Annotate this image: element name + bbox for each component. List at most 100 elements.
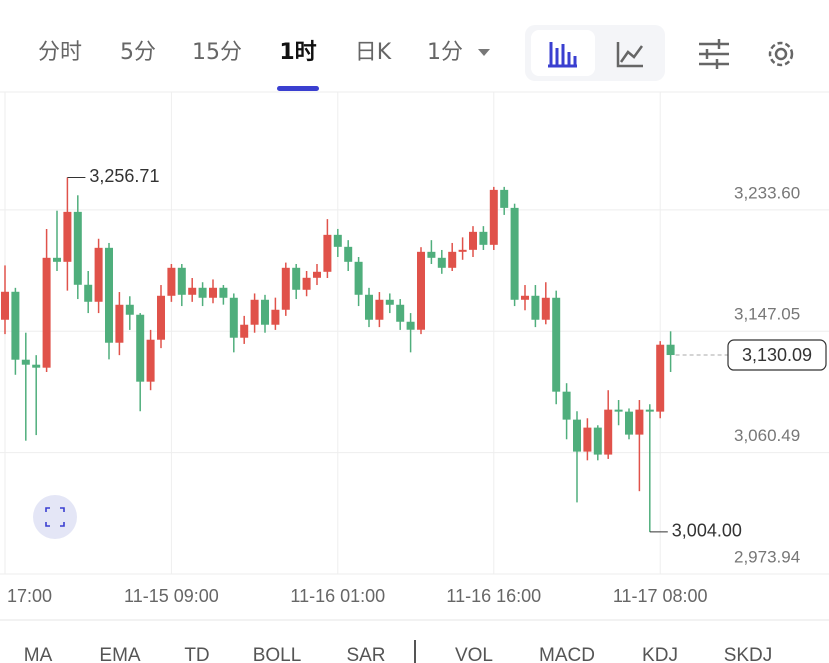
candle-body (417, 251, 425, 330)
candle-body (323, 234, 332, 272)
low-label: 3,004.00 (672, 521, 742, 541)
candle-body (157, 295, 165, 340)
indicator-tab[interactable]: TD (184, 645, 209, 663)
x-tick-label: 11-15 09:00 (124, 586, 219, 606)
candle-body (188, 287, 197, 295)
candle-body (53, 257, 61, 262)
candle-body (115, 304, 124, 343)
indicator-tab[interactable]: EMA (99, 645, 141, 663)
x-tick-label: 11-16 16:00 (446, 586, 541, 606)
candle-body (84, 284, 93, 302)
candle-body (604, 409, 613, 455)
indicator-tab[interactable]: KDJ (642, 645, 678, 663)
indicator-tab[interactable]: BOLL (253, 645, 302, 663)
candle-body (469, 231, 477, 250)
candle-body (177, 267, 186, 295)
tab-underline (277, 86, 319, 91)
indicator-tab[interactable]: VOL (455, 645, 493, 663)
candle-body (240, 324, 249, 338)
candle-body (500, 189, 509, 208)
candle-body (448, 251, 457, 268)
candle-body (489, 189, 498, 245)
candle-body (94, 247, 103, 302)
candle-body (136, 314, 145, 382)
candle-body (73, 211, 82, 285)
candle-body (198, 287, 207, 298)
candle-body (593, 427, 602, 455)
candle-body (666, 344, 675, 356)
candle-body (209, 287, 217, 298)
candle-body (313, 271, 321, 278)
candle-body (344, 246, 353, 262)
candle-body (354, 261, 363, 295)
candle-body (302, 277, 311, 290)
dropdown-arrow (478, 49, 490, 56)
y-tick-label: 2,973.94 (734, 547, 800, 566)
candle-body (271, 309, 280, 325)
candle-body (531, 295, 540, 320)
candle-body (406, 321, 415, 330)
candle-body (562, 391, 571, 420)
candle-body (250, 299, 259, 325)
candle-body (375, 299, 384, 320)
candle-body (42, 257, 51, 368)
last-price-box (727, 339, 827, 371)
candle-body (281, 267, 290, 310)
candle-body (229, 297, 238, 338)
indicator-tab[interactable]: MA (24, 645, 53, 663)
candle-body (458, 249, 467, 252)
tab[interactable]: 分时 (38, 40, 82, 65)
candle-body (583, 427, 592, 452)
tab[interactable]: 日K (355, 40, 392, 65)
candle-body (1, 291, 9, 320)
indicator-tab[interactable]: SKDJ (724, 645, 773, 663)
tab[interactable]: 5分 (120, 40, 156, 65)
candle-body (125, 304, 134, 315)
candle-body (21, 359, 30, 365)
tab[interactable]: 1时 (279, 40, 316, 65)
y-tick-label: 3,147.05 (734, 305, 800, 324)
candle-body (396, 304, 405, 322)
last-price-label: 3,130.09 (742, 345, 812, 365)
gear-button[interactable] (768, 41, 794, 67)
candle-body (510, 207, 519, 300)
tab[interactable]: 15分 (192, 40, 242, 65)
candle-body (521, 295, 529, 300)
candle-body (32, 364, 41, 368)
candle-body (385, 299, 394, 305)
candle-body (437, 257, 446, 268)
candle-body (656, 344, 665, 412)
candle-body (573, 419, 581, 452)
expand-button[interactable] (33, 495, 77, 539)
settings-sliders-button[interactable] (699, 39, 729, 69)
indicator-tab[interactable]: SAR (346, 645, 385, 663)
candle-body (105, 247, 113, 343)
candle-body (552, 297, 561, 392)
x-tick-label: 11-16 01:00 (290, 586, 385, 606)
candle-body (63, 211, 72, 262)
candle-body (365, 294, 373, 320)
candle-body (261, 299, 269, 325)
candle-body (541, 297, 550, 320)
candle-body (333, 234, 342, 247)
candle-body (614, 409, 623, 412)
toolbar (525, 25, 794, 81)
candle-body (167, 267, 176, 296)
y-tick-label: 3,060.49 (734, 426, 800, 445)
candle-body (625, 411, 633, 435)
candle-body (479, 231, 488, 245)
indicator-tab[interactable]: MACD (539, 645, 595, 663)
candle-style-icon (548, 42, 577, 68)
tab[interactable]: 1分 (427, 40, 463, 65)
x-tick-label: 17:00 (7, 586, 52, 606)
line-style-button[interactable] (616, 42, 644, 68)
candle-body (635, 409, 644, 435)
y-tick-label: 3,233.60 (734, 183, 800, 202)
candle-body (292, 267, 301, 290)
high-label: 3,256.71 (89, 166, 159, 186)
candle-body (11, 291, 20, 360)
candle-body (427, 251, 436, 258)
candle-body (146, 339, 155, 382)
x-tick-label: 11-17 08:00 (613, 586, 708, 606)
